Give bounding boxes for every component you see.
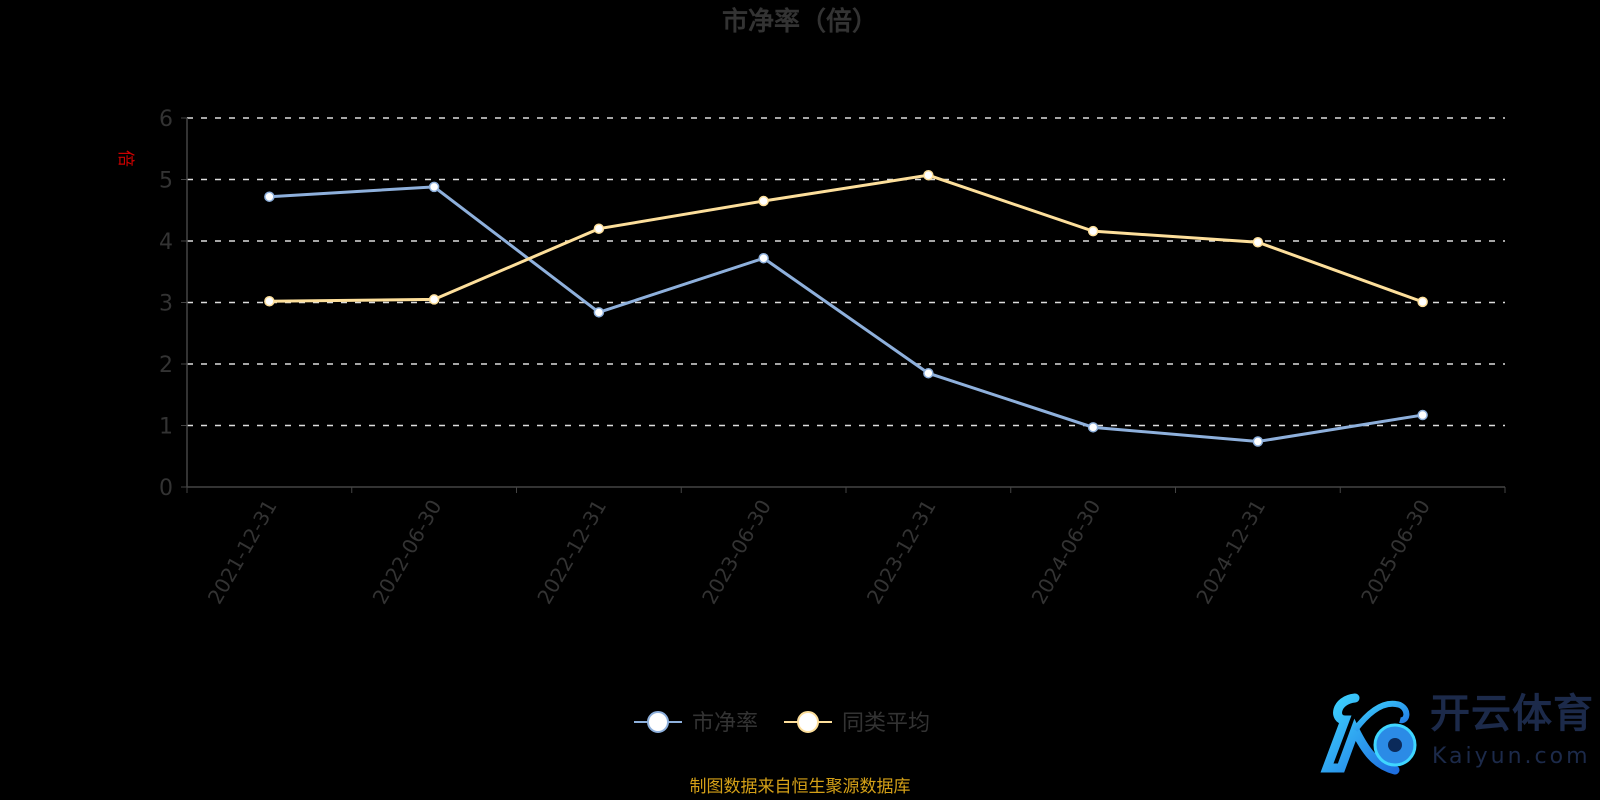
series-line-1	[269, 173, 1424, 304]
data-point	[593, 223, 605, 234]
legend-label: 市净率	[692, 711, 758, 736]
x-tick-label: 2022-12-31	[532, 496, 611, 609]
y-axis-label: 倍	[115, 150, 135, 167]
data-point	[428, 294, 440, 305]
logo-k-ball-icon	[1320, 693, 1417, 775]
source-note: 制图数据来自恒生聚源数据库	[689, 777, 911, 797]
data-point	[1252, 236, 1264, 248]
legend-label: 同类平均	[842, 711, 930, 736]
data-point	[758, 252, 769, 264]
data-point	[1252, 436, 1264, 447]
logo-text-cn: 开云体育	[1430, 691, 1594, 737]
y-tick-label: 6	[159, 107, 173, 132]
data-point	[264, 296, 275, 307]
chart-title: 市净率（倍）	[721, 7, 878, 37]
data-point	[758, 195, 769, 207]
y-tick-label: 4	[159, 230, 173, 255]
data-point	[1417, 296, 1428, 308]
y-tick-label: 0	[159, 476, 173, 501]
x-tick-label: 2022-06-30	[368, 496, 447, 609]
data-point	[264, 191, 275, 202]
data-point	[428, 181, 440, 193]
x-tick-label: 2021-12-31	[203, 496, 282, 609]
data-point	[1087, 422, 1099, 433]
data-point	[1417, 409, 1428, 421]
data-point	[923, 367, 934, 379]
x-tick-label: 2024-12-31	[1191, 496, 1270, 609]
legend-marker-1	[797, 711, 819, 733]
series-line-0	[269, 185, 1423, 444]
kaiyun-logo: 开云体育 Kaiyun.com	[1315, 690, 1600, 775]
legend-marker-0	[647, 711, 669, 733]
data-point	[1087, 225, 1099, 237]
x-tick-label: 2023-06-30	[697, 496, 776, 609]
logo-text-en: Kaiyun.com	[1432, 744, 1591, 769]
data-point	[923, 169, 934, 181]
y-tick-label: 1	[159, 415, 173, 440]
y-tick-label: 5	[159, 169, 173, 194]
x-tick-label: 2025-06-30	[1356, 496, 1435, 609]
x-tick-label: 2023-12-31	[862, 496, 941, 609]
x-tick-label: 2024-06-30	[1027, 496, 1106, 609]
data-point	[593, 307, 605, 318]
y-tick-label: 2	[159, 353, 173, 378]
y-tick-label: 3	[159, 292, 173, 317]
